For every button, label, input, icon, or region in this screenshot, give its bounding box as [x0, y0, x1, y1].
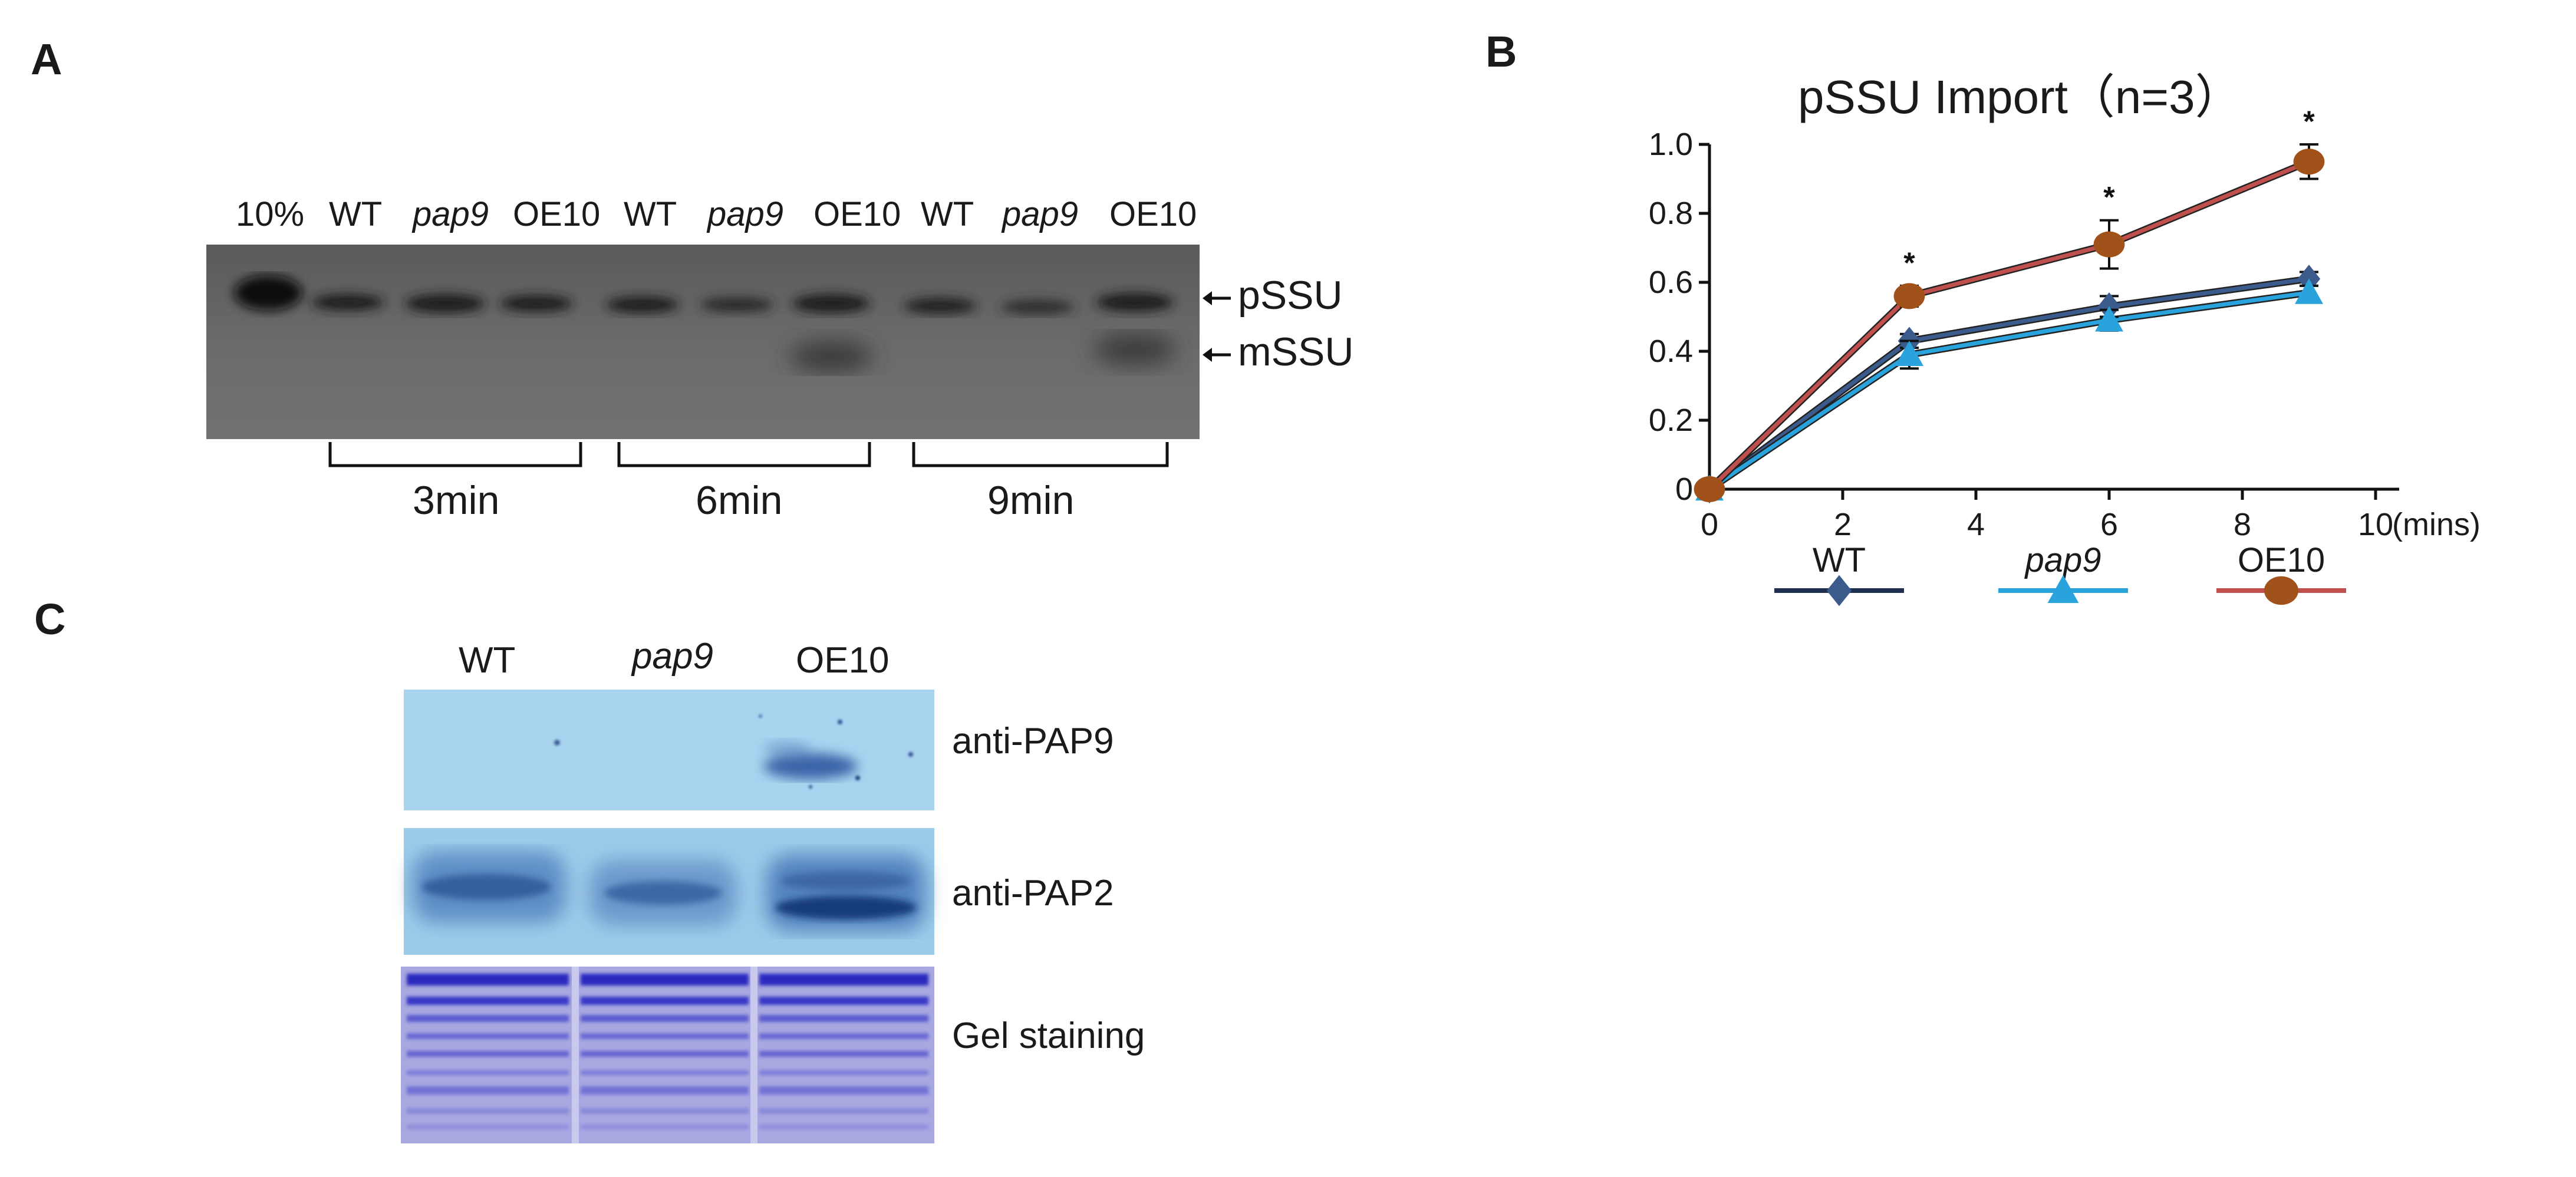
row-label: Gel staining: [952, 1016, 1145, 1056]
time-label: 3min: [413, 478, 500, 523]
gel-band: [407, 1070, 569, 1075]
lane-label: WT: [921, 195, 974, 233]
panel-b-label: B: [1485, 27, 1517, 76]
lane-label: pap9: [1002, 195, 1079, 233]
lane-label: OE10: [513, 195, 601, 233]
gel-band: [581, 974, 749, 985]
time-label: 9min: [987, 478, 1075, 523]
gel-band: [581, 1051, 749, 1057]
blot-anti-pap2: [404, 828, 934, 955]
gel-band: [407, 1108, 569, 1114]
y-tick-label: 0: [1675, 472, 1693, 507]
x-tick-label: 8: [2234, 507, 2251, 542]
lane-label: OE10: [813, 195, 901, 233]
x-tick-label: 6: [2100, 507, 2118, 542]
data-point: [2093, 231, 2125, 258]
legend-marker: [2264, 576, 2299, 605]
data-point: [1694, 476, 1725, 502]
x-tick-label: 10: [2358, 507, 2393, 542]
data-point: [2295, 278, 2323, 304]
gel-band: [407, 997, 569, 1005]
gel-band: [581, 1108, 749, 1114]
panel-a-label: A: [31, 35, 62, 84]
y-tick-label: 1.0: [1649, 127, 1693, 162]
series-line: [1708, 276, 2310, 491]
x-tick-label: 4: [1967, 507, 1985, 542]
gel-band: [581, 1070, 749, 1075]
gel-band: [759, 1086, 928, 1094]
import-line-chart: 0 0.2 0.4 0.6 0.8 1.0 0 2 4 6 8 10(mins) * * * WT pap9 OE…: [1649, 105, 2481, 606]
lane-label: WT: [624, 195, 677, 233]
lane-label: WT: [459, 640, 516, 681]
gel-band: [581, 1015, 749, 1022]
gel-band: [759, 1051, 928, 1057]
lane-label: pap9: [413, 195, 489, 233]
data-point: [1895, 340, 1923, 367]
y-tick-label: 0.2: [1649, 403, 1693, 438]
gel-band: [759, 974, 928, 985]
series-line-outline: [1707, 275, 2310, 492]
data-point: [2293, 149, 2325, 175]
gel-band: [407, 1051, 569, 1057]
legend-label: OE10: [2238, 541, 2325, 579]
gel-band: [407, 1015, 569, 1022]
blot-anti-pap9: [404, 690, 934, 810]
band-label-pssu: pSSU: [1238, 273, 1343, 318]
lane-label: pap9: [707, 195, 784, 233]
series-line: [1708, 291, 2310, 491]
row-label: anti-PAP2: [952, 873, 1114, 914]
significance-mark: *: [2103, 181, 2115, 214]
arrow-left-icon: [1203, 348, 1231, 362]
time-brackets: [328, 442, 1169, 467]
y-tick-label: 0.4: [1649, 334, 1693, 369]
gel-band: [581, 997, 749, 1005]
gel-band: [759, 1070, 928, 1075]
legend-marker: [2047, 575, 2079, 604]
chart-title: pSSU Import（n=3）: [1798, 71, 2242, 123]
gel-band: [759, 1015, 928, 1022]
gel-band: [581, 1086, 749, 1094]
x-axis-label: (mins): [2392, 507, 2481, 542]
x-tick-label: 0: [1701, 507, 1718, 542]
lane-label: OE10: [796, 640, 890, 681]
gel-band: [407, 1086, 569, 1094]
gel-band: [407, 1125, 569, 1129]
arrow-left-icon: [1203, 291, 1231, 305]
gel-band: [759, 1125, 928, 1129]
gel-band: [407, 974, 569, 985]
western-blot-a: [206, 245, 1200, 439]
series-line: [1708, 160, 2310, 491]
gel-band: [581, 1125, 749, 1129]
lane-label: OE10: [1109, 195, 1197, 233]
row-label: anti-PAP9: [952, 721, 1114, 761]
significance-mark: *: [2303, 105, 2315, 138]
gel-band: [759, 1033, 928, 1039]
time-label: 6min: [696, 478, 783, 523]
gel-band: [407, 1033, 569, 1039]
data-point: [1893, 283, 1925, 309]
gel-band: [759, 997, 928, 1005]
y-tick-label: 0.8: [1649, 196, 1693, 231]
x-tick-label: 2: [1834, 507, 1852, 542]
legend-label: WT: [1813, 541, 1866, 579]
gel-band: [759, 1108, 928, 1114]
lane-label: pap9: [632, 636, 713, 677]
lane-label: WT: [329, 195, 383, 233]
gel-staining: [401, 967, 934, 1143]
band-label-mssu: mSSU: [1238, 329, 1354, 374]
significance-mark: *: [1903, 246, 1915, 279]
panel-c-label: C: [34, 595, 66, 644]
legend-marker: [1826, 575, 1852, 606]
data-point: [2095, 306, 2123, 332]
y-tick-label: 0.6: [1649, 265, 1693, 300]
legend-label: pap9: [2024, 541, 2101, 579]
lane-label: 10%: [236, 195, 305, 233]
gel-band: [581, 1033, 749, 1039]
